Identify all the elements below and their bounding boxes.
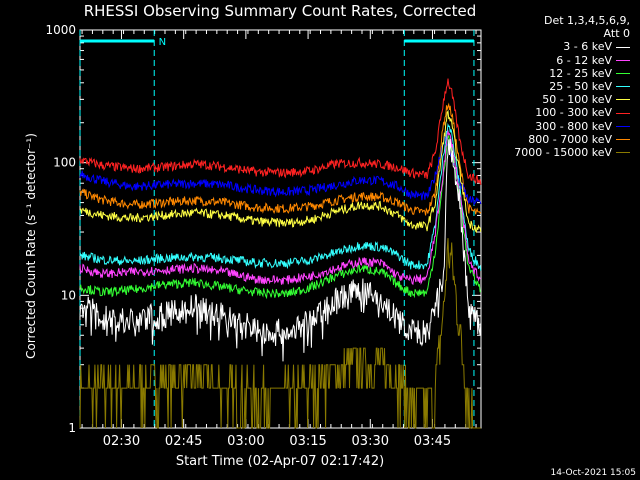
x-tick-label: 02:45 [165,434,202,449]
legend-entry-label: 50 - 100 keV [542,93,612,107]
legend-entry: 25 - 50 keV [514,80,630,93]
legend-entry-label: 300 - 800 keV [535,119,612,133]
chart-title: RHESSI Observing Summary Count Rates, Co… [83,2,477,20]
y-tick-label: 1000 [45,23,76,37]
legend-swatch [616,138,630,140]
series-line [79,78,482,185]
legend-header-attenuator: Att 0 [603,27,630,41]
y-tick-label: 100 [53,156,76,170]
x-tick-label: 02:30 [103,434,140,449]
legend-swatch [616,46,630,48]
series-line [79,238,481,429]
y-tick-label: 10 [61,288,76,302]
legend-entry-label: 3 - 6 keV [563,40,612,54]
legend-swatch [616,86,630,88]
timestamp-label: 14-Oct-2021 15:05 [550,468,636,478]
legend-swatch [616,125,630,127]
legend-header-detectors: Det 1,3,4,5,6,9, [543,14,630,27]
x-tick-label: 03:45 [414,434,451,449]
plot-frame [79,29,482,429]
series-line [79,138,482,362]
series-line [79,122,482,271]
legend-entry: 6 - 12 keV [514,54,630,67]
legend-entry: 50 - 100 keV [514,93,630,106]
series-line [79,129,481,286]
legend-entry-label: 6 - 12 keV [556,53,612,67]
legend-entry-label: 800 - 7000 keV [528,132,612,146]
x-tick-label: 03:00 [227,434,264,449]
series-line [79,109,482,234]
x-axis-label: Start Time (02-Apr-07 02:17:42) [175,454,385,469]
y-axis-label: Corrected Count Rate (s⁻¹ detector⁻¹) [24,133,38,359]
legend-entry: 300 - 800 keV [514,120,630,133]
x-tick-label: 03:15 [289,434,326,449]
chart-legend: Det 1,3,4,5,6,9, Att 0 3 - 6 keV 6 - 12 k… [514,14,630,159]
legend-entry-label: 12 - 25 keV [549,66,612,80]
legend-entry: 100 - 300 keV [514,106,630,119]
x-tick-label: 03:30 [352,434,389,449]
legend-swatch [616,99,630,101]
legend-entry-label: 100 - 300 keV [535,106,612,120]
legend-swatch [616,72,630,74]
legend-swatch [616,152,630,154]
legend-entry: 3 - 6 keV [514,40,630,53]
legend-entry-label: 7000 - 15000 keV [514,146,612,160]
legend-swatch [616,59,630,61]
legend-entry: 7000 - 15000 keV [514,146,630,159]
night-annotation: N [159,37,166,48]
legend-swatch [616,112,630,114]
legend-entry: 800 - 7000 keV [514,133,630,146]
legend-entry-label: 25 - 50 keV [549,80,612,94]
y-tick-label: 1 [68,421,76,435]
series-line [79,102,482,216]
series-line [79,134,481,300]
series-line [79,136,482,206]
legend-entry: 12 - 25 keV [514,67,630,80]
